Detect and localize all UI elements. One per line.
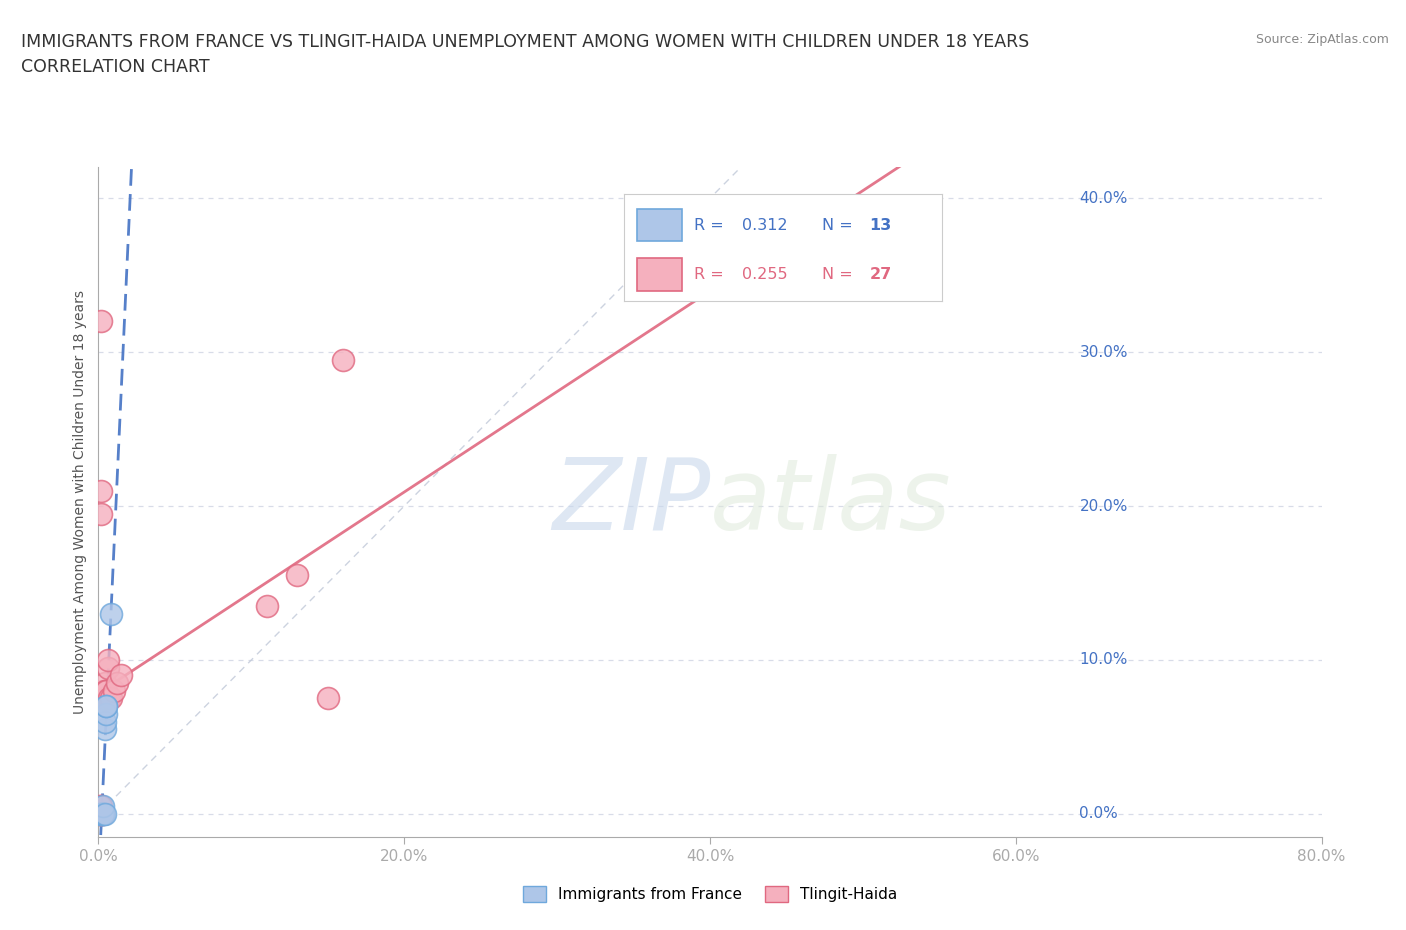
- Text: 40.0%: 40.0%: [1080, 191, 1128, 206]
- Text: N =: N =: [821, 267, 858, 282]
- Legend: Immigrants from France, Tlingit-Haida: Immigrants from France, Tlingit-Haida: [515, 879, 905, 910]
- Point: [93, 684, 115, 698]
- Bar: [637, 209, 682, 241]
- Point: [89, 806, 111, 821]
- Point: [91, 806, 114, 821]
- Point: [90, 806, 112, 821]
- Point: [332, 352, 354, 367]
- Point: [256, 599, 278, 614]
- Point: [90, 806, 112, 821]
- Point: [90, 314, 112, 329]
- Point: [91, 806, 114, 821]
- Text: 10.0%: 10.0%: [1080, 653, 1128, 668]
- Y-axis label: Unemployment Among Women with Children Under 18 years: Unemployment Among Women with Children U…: [73, 290, 87, 714]
- Text: CORRELATION CHART: CORRELATION CHART: [21, 58, 209, 75]
- Point: [91, 806, 114, 821]
- Point: [105, 675, 128, 690]
- Text: N =: N =: [821, 218, 858, 232]
- Point: [94, 698, 117, 713]
- Point: [90, 799, 112, 814]
- Text: R =: R =: [695, 267, 730, 282]
- Point: [93, 684, 115, 698]
- Text: 0.255: 0.255: [742, 267, 787, 282]
- Bar: [637, 259, 682, 290]
- Point: [97, 653, 120, 668]
- Point: [91, 799, 114, 814]
- Text: 0.312: 0.312: [742, 218, 787, 232]
- Point: [91, 691, 114, 706]
- Point: [93, 722, 115, 737]
- Text: atlas: atlas: [710, 454, 952, 551]
- Point: [316, 691, 339, 706]
- Text: 27: 27: [869, 267, 891, 282]
- Text: 20.0%: 20.0%: [1080, 498, 1128, 513]
- Text: 30.0%: 30.0%: [1080, 345, 1128, 360]
- Text: 13: 13: [869, 218, 891, 232]
- Point: [90, 806, 112, 821]
- Point: [103, 684, 125, 698]
- Point: [94, 707, 117, 722]
- Point: [98, 691, 121, 706]
- Point: [100, 691, 122, 706]
- Text: Source: ZipAtlas.com: Source: ZipAtlas.com: [1256, 33, 1389, 46]
- Point: [93, 714, 115, 729]
- Point: [100, 606, 122, 621]
- Point: [90, 484, 112, 498]
- Point: [93, 675, 115, 690]
- Text: 0.0%: 0.0%: [1080, 806, 1118, 821]
- Text: IMMIGRANTS FROM FRANCE VS TLINGIT-HAIDA UNEMPLOYMENT AMONG WOMEN WITH CHILDREN U: IMMIGRANTS FROM FRANCE VS TLINGIT-HAIDA …: [21, 33, 1029, 50]
- Point: [285, 568, 308, 583]
- Point: [97, 660, 120, 675]
- Point: [90, 806, 112, 821]
- Text: ZIP: ZIP: [551, 454, 710, 551]
- Point: [110, 668, 132, 683]
- Point: [94, 698, 117, 713]
- Text: R =: R =: [695, 218, 730, 232]
- Point: [89, 806, 111, 821]
- Point: [94, 684, 117, 698]
- Point: [93, 691, 115, 706]
- Point: [91, 684, 114, 698]
- Point: [90, 506, 112, 521]
- Point: [93, 806, 115, 821]
- Point: [89, 799, 111, 814]
